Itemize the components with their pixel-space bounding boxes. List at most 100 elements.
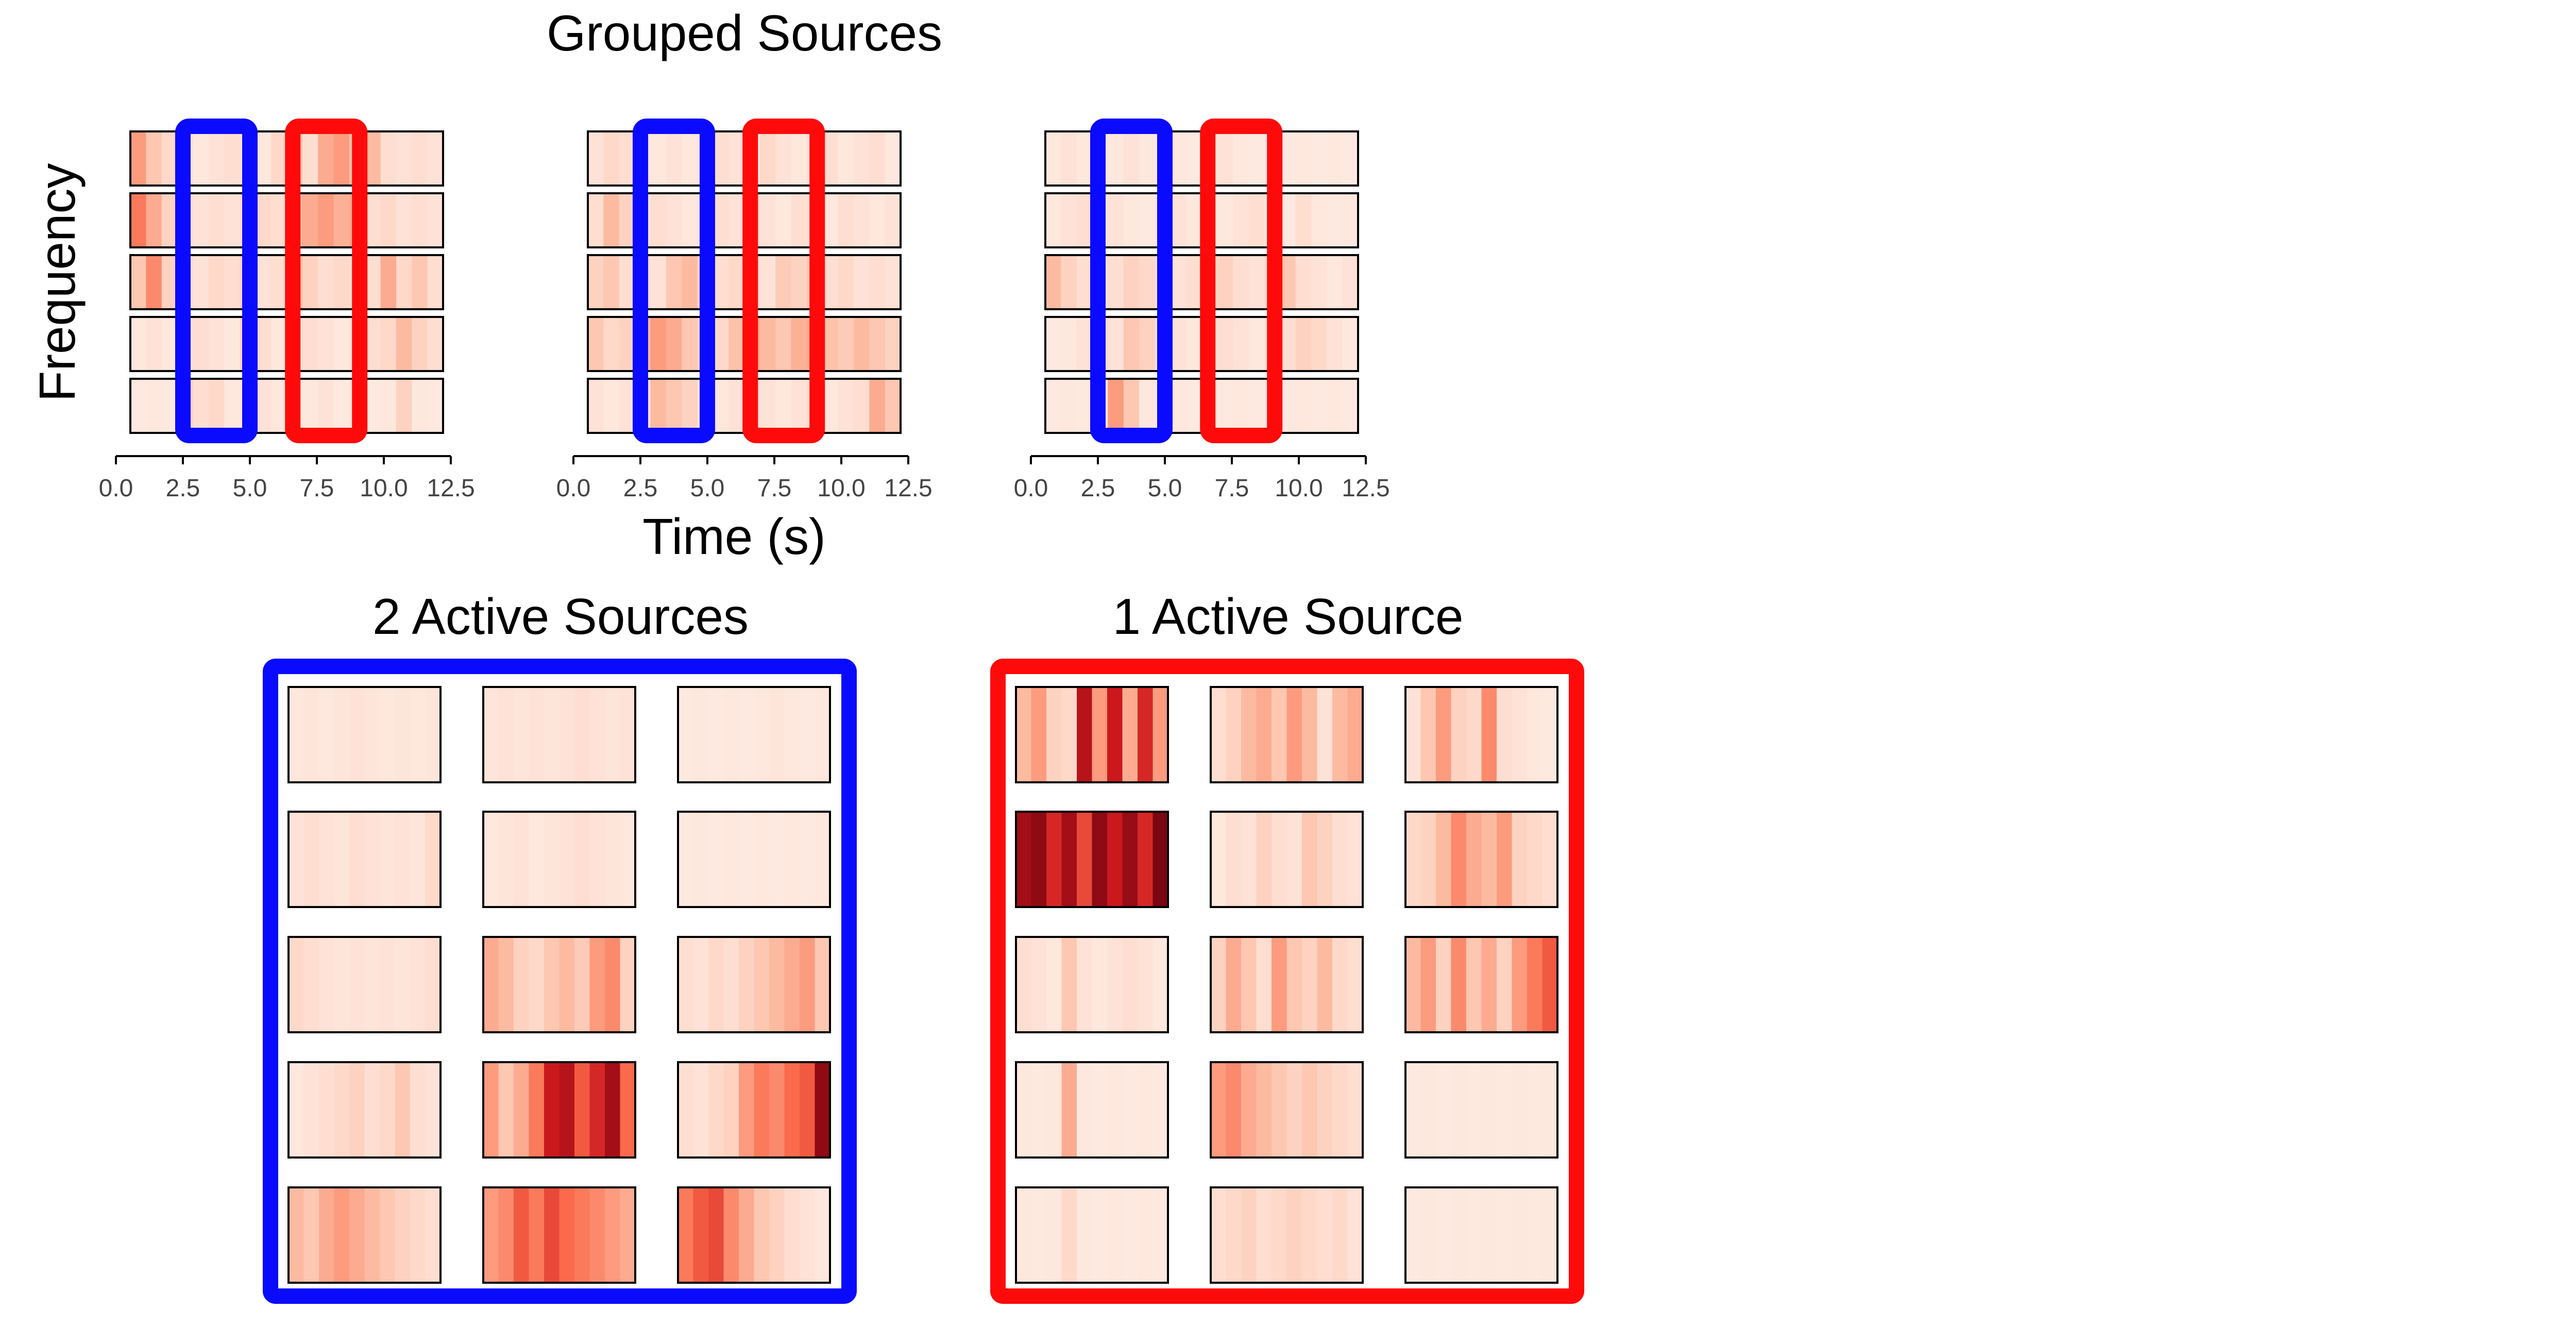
panel-frame-2 [990,659,1584,1304]
panel-2-cell-r3-c1-bin [1153,937,1168,1032]
panel-1-cell-r1-c2-bin [605,687,621,782]
panel-1-cell-r5-c2-bin [559,1187,575,1283]
panel-2-cell-r5-c3-bin [1527,1187,1543,1283]
grouped-source-2-row-1-bin [869,131,886,186]
panel-1-cell-r4-c2-bin [620,1062,636,1158]
panel-2-cell-r1-c2-bin [1317,687,1333,782]
grouped-source-1-row-3-bin [224,255,241,309]
panel-2-cell-r2-c3-bin [1466,812,1482,907]
panel-1-cell-r2-c2-bin [483,812,499,907]
grouped-source-2-row-5-bin [650,379,667,433]
grouped-title: Grouped Sources [547,5,942,61]
grouped-source-1-row-5-bin [302,379,318,433]
grouped-source-3-row-4-bin [1123,317,1140,371]
grouped-source-3-row-2-bin [1123,193,1140,247]
panel-1-cell-r1-c2-border [482,686,636,783]
panel-2-cell-r1-c3-bin [1512,687,1528,782]
grouped-source-2-row-3-bin [603,255,620,309]
grouped-source-3-row-4-bin [1170,317,1187,371]
panel-2-cell-r2-c3-bin [1512,812,1528,907]
grouped-source-2-row-4-bin [885,317,901,371]
panel-1-cell-r3-c1-border [287,936,442,1033]
grouped-source-2-row-4-bin [588,317,604,371]
chart-marks: 0.0 2.5 5.0 7.5 10.0 12.5 0.0 2.5 5.0 7.5 10.0 12.5… [99,119,1584,1304]
panel-1-cell-r3-c3-bin [708,937,724,1032]
grouped-source-1-row-3-bin [130,255,147,309]
grouped-source-3-row-1-bin [1295,131,1312,186]
panel-1-cell-r1-c2-bin [559,687,575,782]
grouped-source-2-row-2-bin [682,193,698,247]
grouped-source-3-row-4-bin [1248,317,1265,371]
panel-1-cell-r5-c1-bin [410,1187,426,1283]
grouped-source-3-row-1-bin [1076,131,1093,186]
grouped-source-2-row-5-bin [759,379,776,433]
panel-2-cell-r3-c3-border [1404,936,1558,1033]
grouped-source-2-row-4-bin [619,317,635,371]
panel-1-cell-r3-c2-bin [574,937,590,1032]
panel-2-cell-r4-c3-bin [1466,1062,1482,1158]
panel-2-cell-r5-c1-bin [1016,1187,1032,1283]
panel-2-cell-r2-c3-bin [1527,812,1543,907]
grouped-source-1-row-2-bin [193,193,209,247]
panel-1-cell-r4-c3-bin [800,1062,816,1158]
panel-1-cell-r1-c3-bin [769,687,785,782]
panel-1-cell-r5-c3-bin [754,1187,770,1283]
panel-2-cell-r2-c3-bin [1405,812,1421,907]
grouped-source-1-row-5-bin [318,379,334,433]
grouped-source-3-row-1-bin [1139,131,1156,186]
panel-2-cell-r3-c2-bin [1286,937,1302,1032]
x-tick-label: 0.0 [1014,475,1048,502]
grouped-source-1-row-4-bin [208,317,225,371]
panel-2-cell-r1-c1-border [1015,686,1169,783]
grouped-source-3-row-1-bin [1342,131,1359,186]
panel-1-cell-r5-c2-bin [605,1187,621,1283]
panel-2-cell-r4-c1-bin [1092,1062,1108,1158]
panel-2-cell-r1-c2-bin [1286,687,1302,782]
panel-2-cell-r5-c3-bin [1405,1187,1421,1283]
panel-2-cell-r3-c2-bin [1256,937,1272,1032]
panel-2-cell-r3-c1-bin [1046,937,1062,1032]
grouped-source-1-row-2-bin [130,193,147,247]
panel-2-cell-r1-c3-bin [1436,687,1452,782]
panel-2-cell-r3-c1-bin [1031,937,1047,1032]
grouped-source-1-row-3-bin [318,255,334,309]
grouped-source-1-row-2-bin [365,193,381,247]
panel-1-cell-r2-c2-border [482,811,636,908]
grouped-source-2-row-4-bin [822,317,839,371]
grouped-source-2-row-4-bin [682,317,698,371]
grouped-source-3-row-2-bin [1342,193,1359,247]
panel-2-cell-r1-c2-bin [1347,687,1363,782]
panel-2-cell-r5-c1-bin [1138,1187,1154,1283]
panel-2-cell-r5-c2-bin [1272,1187,1287,1283]
panel-1-cell-r4-c1-bin [425,1062,441,1158]
y-axis-label: Frequency [29,163,86,401]
panel-1-cell-r4-c2-bin [483,1062,499,1158]
grouped-source-3-row-1-bin [1311,131,1328,186]
panel-2-cell-r5-c1-bin [1107,1187,1123,1283]
panel-1-cell-r2-c3-bin [723,812,739,907]
panel-2-cell-r1-c1-bin [1061,687,1077,782]
grouped-source-1-row-2-bin [380,193,397,247]
grouped-source-1-row-5-bin [224,379,241,433]
panel-2-cell-r1-c2-bin [1241,687,1257,782]
panel-2-cell-r3-c1-bin [1016,937,1032,1032]
grouped-source-1-row-1-bin [271,131,287,186]
panel-1-cell-r4-c1-bin [364,1062,380,1158]
x-tick-label: 2.5 [1081,475,1115,502]
panel-1-cell-r3-c1-bin [380,937,396,1032]
panel-1-cell-r1-c1-bin [364,687,380,782]
panel-2-cell-r2-c2-bin [1211,812,1227,907]
grouped-source-3-row-3-bin [1108,255,1124,309]
panel-1-cell-r2-c1-bin [380,812,396,907]
grouped-source-1-row-4-bin [193,317,209,371]
x-tick-label: 0.0 [99,475,133,502]
panel-1-cell-r3-c1-bin [319,937,335,1032]
panel-1-cell-r5-c3-border [677,1186,831,1284]
panel-2-cell-r1-c3-bin [1497,687,1513,782]
grouped-source-2-row-3-bin [588,255,604,309]
panel-2-cell-r1-c3-border [1404,686,1558,783]
panel-2-cell-r3-c1-bin [1138,937,1154,1032]
grouped-source-1-row-5-bin [427,379,444,433]
panel-frame-1 [263,659,857,1304]
